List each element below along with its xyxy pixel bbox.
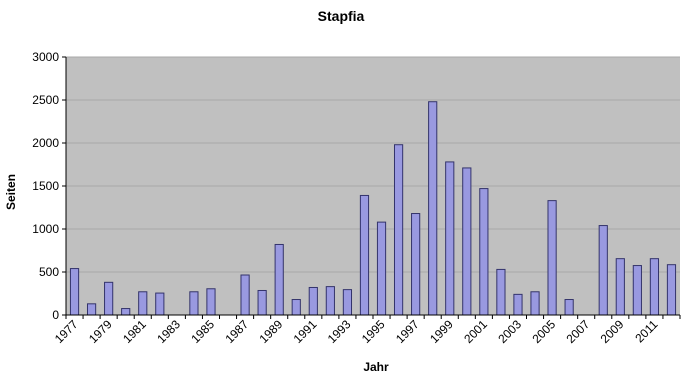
x-tick-label: 1981: [120, 317, 149, 346]
bar-1991: [308, 286, 318, 316]
bar-1982: [155, 292, 165, 316]
bar-2003: [513, 293, 523, 316]
x-tick-label: 2001: [461, 317, 490, 346]
bar-1985: [206, 288, 216, 316]
bar-2008: [598, 225, 608, 316]
bar-2010: [632, 265, 642, 316]
bar-2002: [496, 268, 506, 316]
x-tick-label: 2003: [495, 317, 524, 346]
y-tick-label: 2500: [32, 93, 59, 107]
bar-1977: [69, 268, 80, 316]
y-tick-label: 3000: [32, 50, 59, 64]
bar-2000: [462, 167, 472, 316]
bar-1994: [359, 194, 370, 316]
bar-1984: [189, 291, 199, 316]
x-tick-label: 1995: [359, 317, 388, 346]
bar-1988: [257, 289, 267, 316]
bar-1990: [291, 299, 301, 316]
y-tick-label: 2000: [32, 136, 59, 150]
x-tick-label: 1989: [257, 317, 286, 346]
x-tick-label: 1979: [86, 317, 115, 346]
x-tick-label: 1993: [325, 317, 354, 346]
x-tick-label: 1985: [188, 317, 217, 346]
x-tick-label: 1997: [393, 317, 422, 346]
bar-1981: [138, 291, 148, 316]
bar-1989: [274, 243, 284, 316]
x-tick-label: 2005: [529, 317, 558, 346]
x-axis-label: Jahr: [363, 360, 389, 374]
x-tick-label: 1987: [222, 317, 251, 346]
bar-2011: [649, 258, 660, 316]
bar-2001: [479, 188, 489, 316]
x-tick-label: 2009: [598, 317, 627, 346]
bar-1998: [428, 101, 438, 316]
bar-1997: [411, 213, 421, 316]
bar-1992: [325, 286, 335, 316]
x-tick-labels: 1977 1979 1981 1983 1985 1987 1989 1991 1993 1995…: [52, 317, 661, 346]
bar-2004: [530, 291, 540, 316]
y-tick-label: 1500: [32, 179, 59, 193]
bar-1999: [445, 161, 455, 316]
bar-1993: [342, 289, 353, 316]
bar-1996: [393, 144, 404, 316]
x-tick-label: 1999: [427, 317, 456, 346]
bar-2005: [547, 200, 557, 316]
y-tick-label: 0: [52, 308, 59, 322]
bar-1980: [121, 308, 131, 316]
bar-1978: [86, 303, 97, 316]
bar-1979: [104, 281, 114, 316]
bar-2012: [666, 264, 677, 316]
chart-title: Stapfia: [317, 8, 365, 24]
x-tick-label: 1991: [291, 317, 320, 346]
x-tick-label: 2007: [564, 317, 593, 346]
bars: [69, 101, 677, 316]
gridlines: [62, 56, 680, 316]
y-tick-label: 1000: [32, 222, 59, 236]
bar-1995: [376, 221, 387, 316]
bar-2006: [564, 299, 574, 316]
y-tick-labels: 0 500 1000 1500 2000 2500 3000: [32, 50, 59, 322]
x-tick-label: 1983: [154, 317, 183, 346]
bar-2009: [615, 258, 625, 316]
x-tick-label: 2011: [632, 317, 660, 345]
y-tick-label: 500: [39, 265, 59, 279]
axes: [65, 57, 681, 319]
bar-1987: [240, 274, 250, 316]
